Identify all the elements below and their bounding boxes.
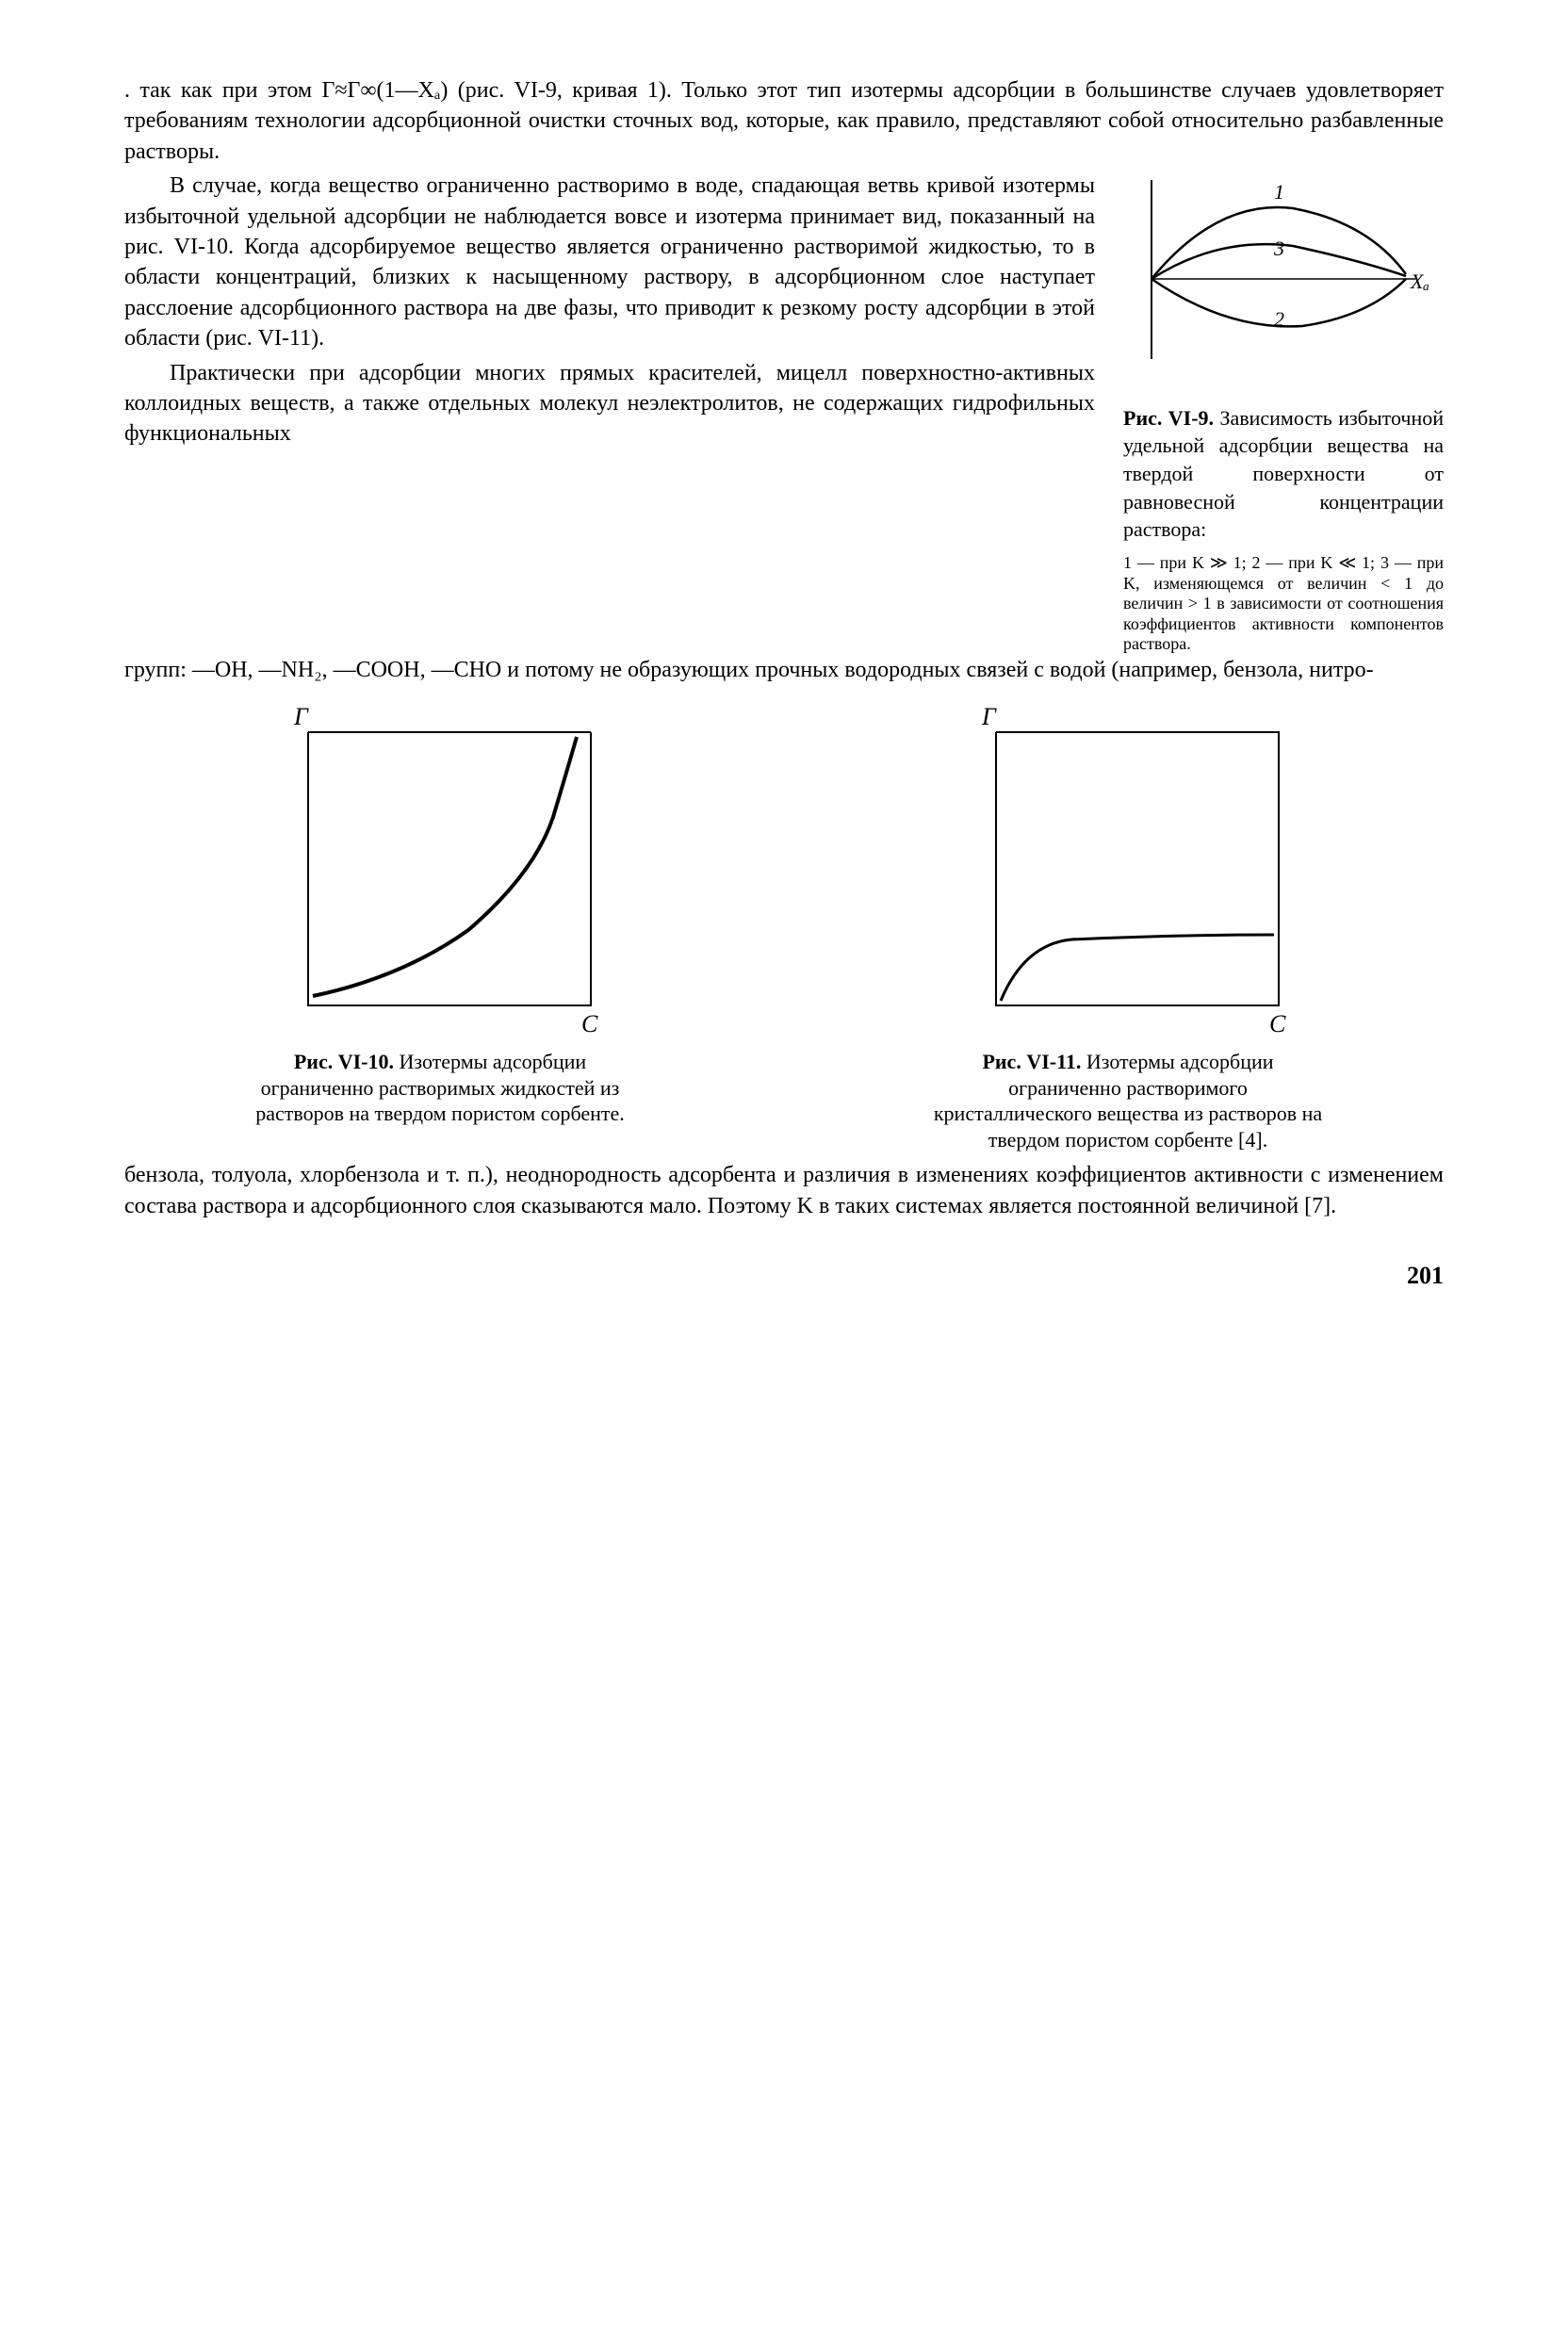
paragraph-3a: Практически при адсорбции многих прямых … xyxy=(124,358,1095,449)
figure-VI-9: 1 3 2 Xₐ xyxy=(1123,171,1434,387)
page-number: 201 xyxy=(124,1259,1444,1292)
figure-VI-10-caption: Рис. VI-10. Изотермы адсорбции ограничен… xyxy=(242,1049,638,1127)
svg-text:3: 3 xyxy=(1273,237,1284,260)
paragraph-4: бензола, толуола, хлорбензола и т. п.), … xyxy=(124,1160,1444,1221)
figure-VI-9-caption: Рис. VI-9. Зависимость избыточной удельн… xyxy=(1123,404,1444,544)
svg-text:2: 2 xyxy=(1274,307,1284,331)
svg-text:C: C xyxy=(581,1010,598,1037)
paragraph-1: . так как при этом Γ≈Γ∞(1—Xₐ) (рис. VI-9… xyxy=(124,75,1444,167)
svg-text:Γ: Γ xyxy=(981,704,997,730)
figure-VI-11: ΓC xyxy=(949,704,1307,1043)
svg-text:Γ: Γ xyxy=(293,704,309,730)
paragraph-2: В случае, когда вещество ограниченно рас… xyxy=(124,171,1095,353)
figure-VI-9-legend: 1 — при K ≫ 1; 2 — при K ≪ 1; 3 — при K,… xyxy=(1123,553,1444,655)
paragraph-3b: групп: —OH, —NH₂, —COOH, —CHO и потому н… xyxy=(124,655,1444,685)
figure-VI-10: ΓC xyxy=(261,704,619,1043)
figure-VI-11-caption: Рис. VI-11. Изотермы адсорбции ограничен… xyxy=(930,1049,1326,1152)
svg-text:Xₐ: Xₐ xyxy=(1410,270,1429,293)
svg-text:1: 1 xyxy=(1274,180,1284,204)
svg-text:C: C xyxy=(1269,1010,1286,1037)
